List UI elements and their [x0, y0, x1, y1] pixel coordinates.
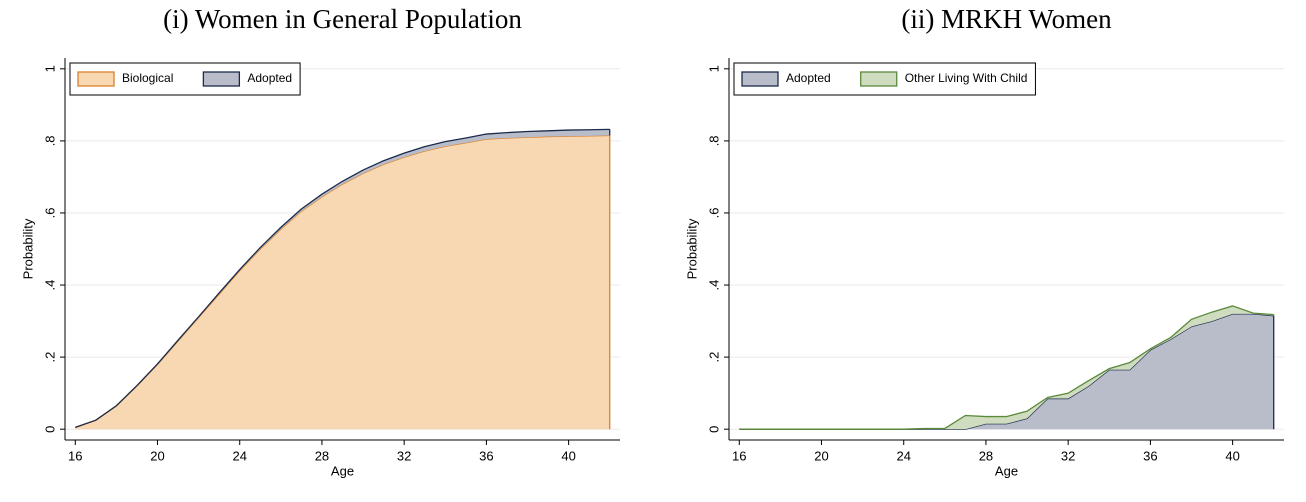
x-tick-label: 20: [150, 448, 164, 463]
x-tick-label: 40: [561, 448, 575, 463]
y-tick-label: .6: [706, 208, 721, 219]
y-tick-label: .4: [42, 280, 57, 291]
y-tick-label: .2: [42, 352, 57, 363]
x-tick-label: 28: [979, 448, 993, 463]
legend-swatch: [741, 71, 779, 87]
legend-swatch: [77, 71, 115, 87]
x-tick-label: 24: [232, 448, 246, 463]
legend-swatch: [860, 71, 898, 87]
y-tick-label: 0: [42, 426, 57, 433]
legend-label: Adopted: [786, 71, 831, 85]
area: [75, 135, 610, 430]
legend-swatch: [202, 71, 241, 87]
x-tick-label: 36: [479, 448, 493, 463]
x-tick-label: 32: [1061, 448, 1075, 463]
y-tick-label: .6: [42, 208, 57, 219]
y-tick-label: 0: [706, 426, 721, 433]
chart-panel: (ii) MRKH Women 0 .2 .4 .6 .8 1 16 20 24 28 32 36 40 A…: [684, 4, 1284, 478]
y-tick-label: .4: [706, 280, 721, 291]
y-tick-label: 1: [42, 65, 57, 72]
x-tick-label: 28: [315, 448, 329, 463]
area: [739, 313, 1274, 430]
y-axis-label: Probability: [20, 218, 35, 279]
x-tick-label: 36: [1143, 448, 1157, 463]
legend-label: Adopted: [247, 71, 292, 85]
area-edge: [739, 305, 1274, 430]
x-axis-label: Age: [331, 463, 354, 478]
chart-title: (i) Women in General Population: [163, 4, 522, 34]
y-tick-label: 1: [706, 65, 721, 72]
x-tick-label: 40: [1225, 448, 1239, 463]
y-tick-label: .8: [706, 135, 721, 146]
x-tick-label: 32: [397, 448, 411, 463]
x-tick-label: 20: [814, 448, 828, 463]
x-axis-label: Age: [995, 463, 1018, 478]
legend-label: Biological: [122, 71, 173, 85]
chart-title: (ii) MRKH Women: [901, 4, 1112, 34]
chart-panel: (i) Women in General Population 0 .2 .4 .6 .8…: [20, 4, 620, 478]
area-edge: [75, 128, 610, 429]
legend-label: Other Living With Child: [905, 71, 1028, 85]
x-tick-label: 24: [896, 448, 910, 463]
x-tick-label: 16: [732, 448, 746, 463]
y-tick-label: .8: [42, 135, 57, 146]
y-tick-label: .2: [706, 352, 721, 363]
x-tick-label: 16: [68, 448, 82, 463]
y-axis-label: Probability: [684, 218, 699, 279]
